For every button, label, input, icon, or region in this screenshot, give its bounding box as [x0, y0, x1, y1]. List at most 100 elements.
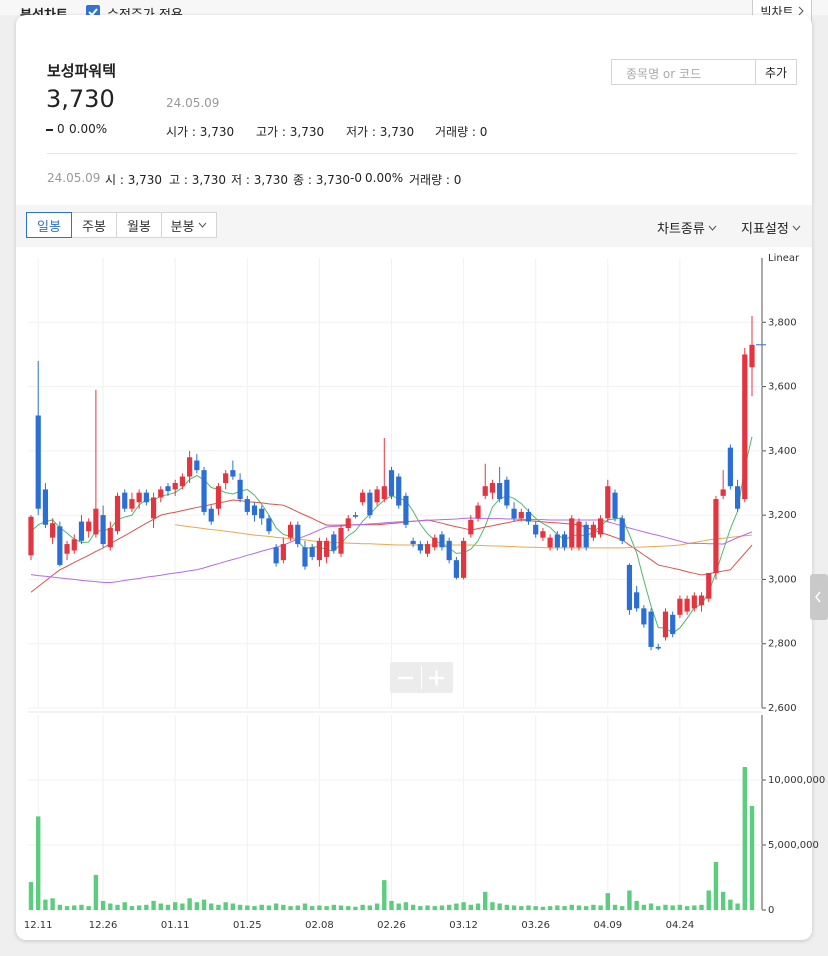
info-high: 고 : 3,730	[169, 173, 227, 187]
volume-bar	[194, 902, 200, 910]
candle-body	[619, 518, 625, 541]
x-tick-label: 04.09	[593, 920, 622, 931]
volume-bar	[151, 900, 156, 910]
candle-body	[576, 521, 582, 548]
volume-bar	[677, 904, 683, 910]
volume-bar	[158, 903, 163, 910]
candle-body	[345, 518, 351, 528]
chevron-down	[792, 225, 801, 231]
volume-bar	[634, 900, 639, 910]
candle-body	[605, 486, 611, 519]
candle-body	[461, 540, 467, 578]
candle-body	[713, 499, 719, 573]
x-tick-label: 12.26	[89, 920, 118, 931]
candle-body	[424, 544, 431, 554]
candle-body	[187, 457, 193, 477]
info-date: 24.05.09	[47, 171, 101, 185]
side-tab[interactable]	[810, 574, 828, 620]
zoom-control	[390, 662, 453, 693]
x-tick-label: 01.25	[233, 920, 262, 931]
volume-bar	[201, 899, 207, 910]
volume-bar	[605, 893, 610, 910]
candle-body	[374, 489, 380, 503]
y-tick-label: 3,800	[768, 317, 797, 328]
y-tick-label: 3,200	[768, 510, 797, 521]
volume-bar	[641, 904, 647, 910]
scale-label: Linear	[768, 253, 800, 264]
chevron-down	[199, 222, 207, 228]
info-volume: 거래량 : 0	[409, 173, 462, 187]
volume-bar	[461, 902, 466, 910]
volume-bar	[245, 905, 250, 910]
volume-bar	[331, 904, 337, 910]
candle-body	[677, 598, 683, 615]
volume-bar	[749, 806, 755, 910]
candle-body	[215, 486, 222, 509]
candle-body	[453, 560, 459, 578]
candle-body	[641, 608, 647, 625]
candle-body	[706, 573, 712, 599]
top-strip	[0, 0, 828, 15]
x-tick-label: 01.11	[161, 920, 190, 931]
chart-type-menu[interactable]: 차트종류	[657, 218, 717, 237]
volume-bar	[612, 904, 618, 910]
volume-bar	[396, 903, 401, 910]
period-tab[interactable]: 일봉	[26, 212, 72, 238]
volume-bar	[165, 904, 171, 910]
volume-bar	[583, 906, 589, 910]
candle-body	[42, 489, 49, 525]
candle-body	[295, 524, 301, 545]
volume-bar	[699, 904, 704, 910]
x-tick-label: 02.08	[305, 920, 334, 931]
open-stat: 시가 : 3,730	[166, 125, 235, 139]
indicator-menu[interactable]: 지표설정	[741, 218, 801, 237]
volume-bar	[540, 906, 546, 910]
indicator-label: 지표설정	[741, 222, 789, 237]
side-tab-box[interactable]	[810, 574, 828, 620]
candle-body	[634, 592, 640, 609]
chevron-right	[798, 6, 804, 16]
y-tick-label: 0	[768, 905, 774, 916]
candle-body	[381, 486, 387, 500]
info-close: 종 : 3,730	[293, 173, 351, 187]
change-value: 0	[57, 122, 65, 136]
period-tab[interactable]: 분봉	[161, 212, 217, 238]
volume-bar	[735, 903, 740, 910]
volume-bar	[389, 900, 394, 910]
volume-bar	[295, 905, 300, 910]
candle-body	[244, 499, 250, 512]
period-tab[interactable]: 주봉	[71, 212, 117, 238]
candle-body	[489, 483, 496, 493]
candle-body	[439, 534, 445, 548]
volume-bar	[72, 905, 77, 910]
add-button[interactable]: 추가	[755, 59, 797, 85]
candle-body	[533, 524, 539, 535]
candle-body	[57, 526, 63, 565]
y-tick-label: 3,000	[768, 574, 797, 585]
candle-body	[266, 518, 272, 532]
y-tick-label: 3,400	[768, 446, 797, 457]
candle-body	[273, 547, 279, 564]
candle-body	[35, 415, 41, 509]
chevron-down	[708, 225, 717, 231]
candle-body	[93, 508, 99, 535]
candle-body	[684, 598, 690, 612]
candle-body	[107, 528, 113, 548]
volume-bar	[547, 906, 553, 910]
volume-bar	[374, 903, 380, 910]
moving-average-line	[30, 517, 753, 584]
candle-body	[230, 470, 236, 477]
candle-body	[561, 534, 568, 548]
volume-bar	[511, 905, 517, 910]
high-stat: 고가 : 3,730	[256, 125, 325, 139]
change-rate: 0.00%	[69, 122, 108, 136]
volume-bar	[129, 906, 135, 910]
x-tick-label: 04.24	[666, 920, 695, 931]
separator	[47, 153, 797, 154]
volume-bar	[338, 905, 344, 910]
candle-body	[352, 515, 359, 517]
volume-bar	[324, 906, 329, 910]
volume-bar	[136, 905, 142, 910]
